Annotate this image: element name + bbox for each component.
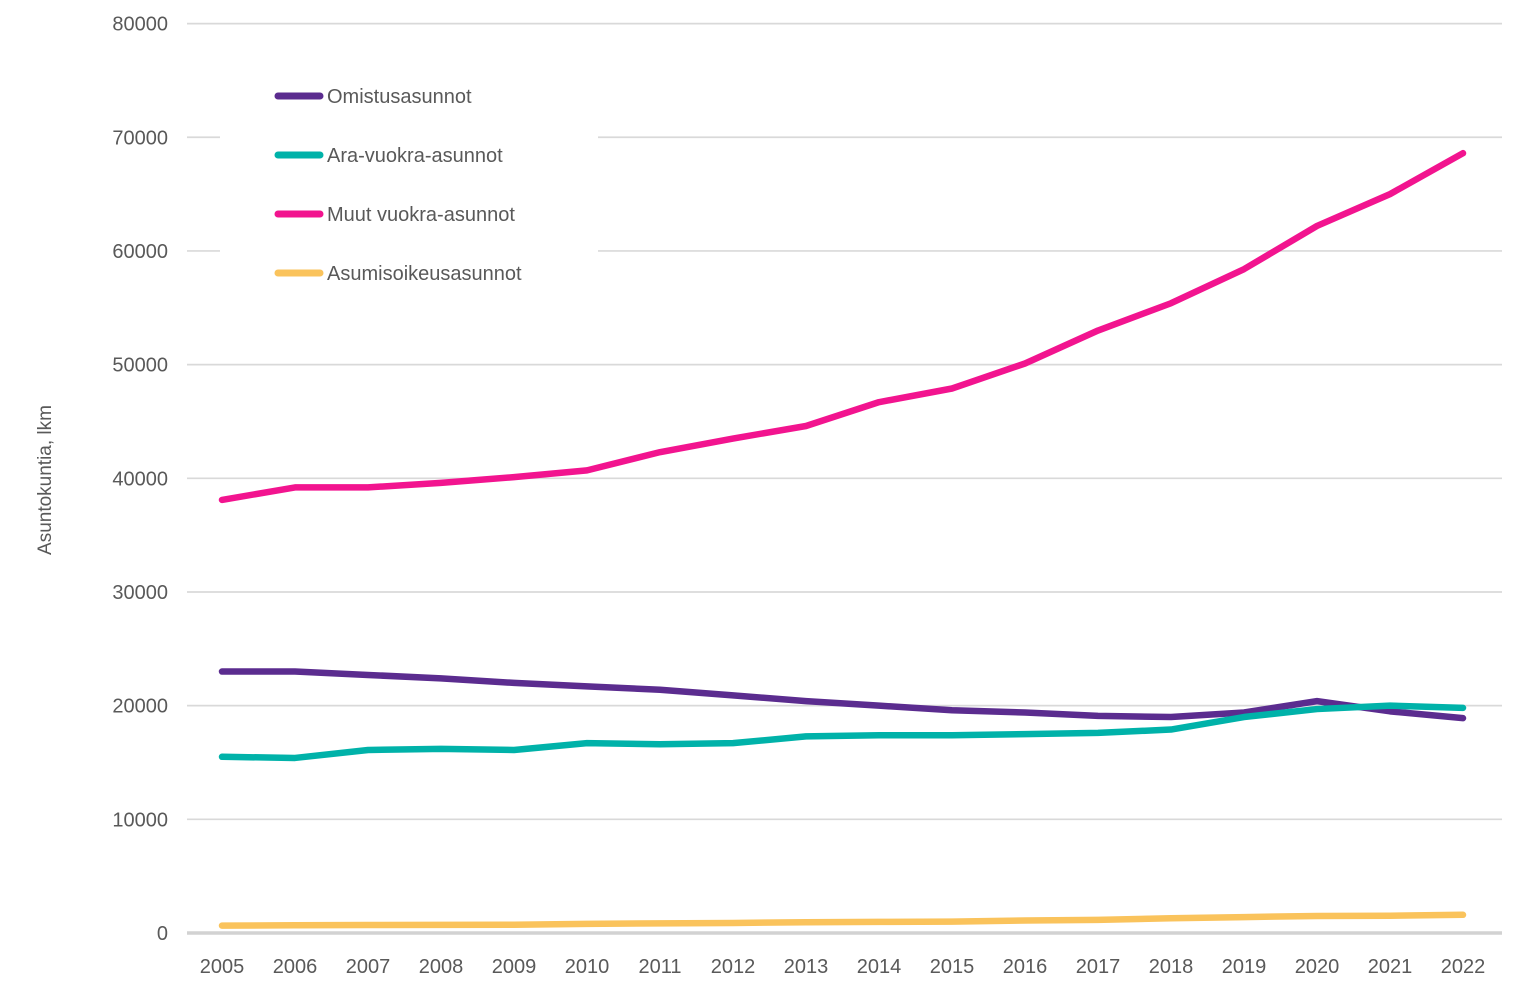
y-tick-label: 0 (157, 923, 168, 945)
y-axis-title: Asuntokuntia, lkm (35, 405, 56, 555)
legend-label: Ara-vuokra-asunnot (327, 145, 503, 167)
legend-background (220, 74, 598, 289)
series-line-omistusasunnot (218, 668, 1467, 722)
y-tick-label: 10000 (112, 809, 168, 831)
y-tick-label: 50000 (112, 355, 168, 377)
x-tick-label: 2015 (930, 956, 975, 978)
x-tick-label: 2008 (419, 956, 464, 978)
x-tick-label: 2014 (857, 956, 902, 978)
x-tick-label: 2013 (784, 956, 829, 978)
x-tick-label: 2011 (638, 956, 681, 978)
legend-label: Asumisoikeusasunnot (327, 263, 522, 285)
y-tick-label: 40000 (112, 468, 168, 490)
x-tick-label: 2021 (1368, 956, 1413, 978)
x-tick-label: 2019 (1222, 956, 1267, 978)
x-tick-label: 2018 (1149, 956, 1194, 978)
x-tick-label: 2020 (1295, 956, 1340, 978)
y-tick-label: 80000 (112, 14, 168, 36)
x-tick-label: 2016 (1003, 956, 1048, 978)
x-tick-label: 2007 (346, 956, 391, 978)
y-tick-label: 60000 (112, 241, 168, 263)
legend-label: Muut vuokra-asunnot (327, 204, 515, 226)
y-tick-label: 30000 (112, 582, 168, 604)
y-tick-label: 70000 (112, 127, 168, 149)
x-tick-label: 2006 (273, 956, 318, 978)
series-line-asumisoikeusasunnot (218, 911, 1467, 929)
x-tick-label: 2010 (565, 956, 610, 978)
series-line-muut-vuokra-asunnot (218, 149, 1467, 504)
legend-label: Omistusasunnot (327, 86, 472, 108)
y-tick-label: 20000 (112, 696, 168, 718)
x-tick-label: 2009 (492, 956, 537, 978)
x-tick-label: 2005 (200, 956, 245, 978)
series-line-ara-vuokra-asunnot (218, 702, 1467, 762)
x-tick-label: 2012 (711, 956, 756, 978)
x-tick-label: 2017 (1076, 956, 1121, 978)
x-tick-label: 2022 (1441, 956, 1486, 978)
